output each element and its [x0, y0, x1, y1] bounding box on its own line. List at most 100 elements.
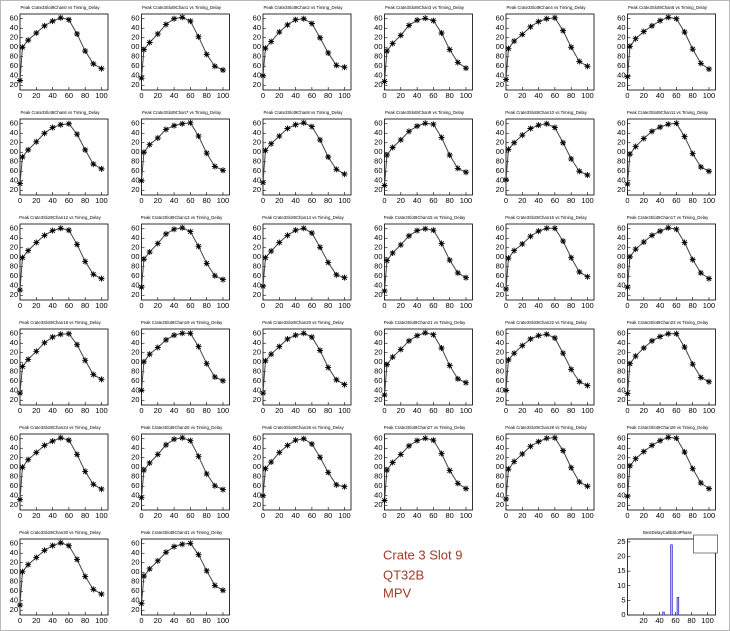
- x-tick-label: 100: [217, 511, 230, 520]
- data-point: [25, 356, 32, 363]
- plot-frame: [262, 328, 352, 406]
- y-tick-label: 40: [10, 548, 18, 557]
- plot-title: Peak Crate3Slot9Chan6 vs Timing_Delay: [20, 110, 100, 115]
- data-point: [171, 436, 178, 443]
- y-tick-label: 40: [131, 386, 139, 395]
- y-tick-label: 20: [374, 290, 382, 299]
- y-tick-label: 60: [253, 166, 261, 175]
- data-point: [462, 169, 469, 176]
- data-point: [195, 453, 202, 460]
- data-point: [179, 14, 186, 21]
- panel: Peak Crate3Slot9Chan15 vs Timing_Delay 20…: [374, 215, 473, 310]
- plot-title: Peak Crate3Slot9Chan28 vs Timing_Delay: [505, 425, 587, 430]
- data-point: [140, 573, 147, 580]
- data-point: [211, 482, 218, 489]
- y-tick-label: 60: [496, 434, 504, 443]
- panel: Peak Crate3Slot9Chan12 vs Timing_Delay 20…: [10, 215, 109, 310]
- data-point: [195, 33, 202, 40]
- x-tick-label: 80: [203, 406, 211, 415]
- data-point: [505, 255, 512, 262]
- x-tick-label: 20: [32, 511, 40, 520]
- y-tick-label: 40: [617, 491, 625, 500]
- plot-frame: [505, 433, 595, 511]
- x-tick-label: 100: [338, 301, 351, 310]
- y-tick-label: 60: [374, 376, 382, 385]
- x-tick-label: 60: [551, 406, 559, 415]
- y-tick-label: 40: [496, 281, 504, 290]
- plot-title: Peak Crate3Slot9Chan26 vs Timing_Delay: [262, 425, 344, 430]
- data-point: [98, 591, 105, 598]
- x-tick-label: 40: [48, 616, 56, 625]
- panel: Peak Crate3Slot9Chan31 vs Timing_Delay 20…: [131, 530, 230, 625]
- y-tick-label: 40: [131, 233, 139, 242]
- x-tick-label: 0: [504, 301, 508, 310]
- y-tick-label: 20: [10, 185, 18, 194]
- x-tick-label: 20: [154, 196, 162, 205]
- data-point: [308, 123, 315, 130]
- data-point: [535, 228, 542, 235]
- x-tick-label: 80: [203, 301, 211, 310]
- x-tick-label: 20: [640, 196, 648, 205]
- data-point: [689, 256, 696, 263]
- x-tick-label: 20: [275, 91, 283, 100]
- x-tick-label: 60: [429, 91, 437, 100]
- data-point: [19, 363, 26, 370]
- y-tick-label: 60: [253, 119, 261, 128]
- data-point: [17, 287, 23, 294]
- plot-title: Peak Crate3Slot9Chan16 vs Timing_Delay: [505, 215, 587, 220]
- y-tick-label: 20: [253, 33, 261, 42]
- y-tick-label: 20: [131, 605, 139, 614]
- data-point: [414, 17, 421, 24]
- x-tick-label: 20: [640, 301, 648, 310]
- data-point: [673, 435, 680, 442]
- x-tick-label: 0: [139, 91, 143, 100]
- panel: Peak Crate3Slot9Chan29 vs Timing_Delay 20…: [617, 425, 716, 520]
- y-tick-label: 00: [374, 462, 382, 471]
- data-point: [568, 44, 575, 51]
- data-point: [503, 496, 509, 503]
- data-point: [300, 435, 307, 442]
- data-point: [317, 454, 324, 461]
- x-tick-label: 0: [625, 196, 629, 205]
- y-tick-label: 40: [617, 443, 625, 452]
- data-point: [381, 287, 388, 294]
- y-tick-label: 60: [253, 434, 261, 443]
- data-point: [665, 121, 672, 128]
- x-tick-label: 20: [397, 301, 405, 310]
- x-tick-label: 20: [518, 91, 526, 100]
- plot-frame: [141, 118, 230, 196]
- x-tick-label: 60: [65, 91, 73, 100]
- data-point: [19, 254, 26, 261]
- panel: Peak Crate3Slot9Chan4 vs Timing_Delay204…: [496, 5, 595, 100]
- y-tick-label: 60: [253, 481, 261, 490]
- y-tick-label: 60: [131, 586, 139, 595]
- data-point: [74, 131, 81, 138]
- y-tick-label: 60: [131, 434, 139, 443]
- data-point: [25, 37, 32, 44]
- y-tick-label: 00: [617, 147, 625, 156]
- y-tick-label: 40: [496, 71, 504, 80]
- x-tick-label: 60: [65, 406, 73, 415]
- data-point: [576, 268, 583, 275]
- data-point: [33, 239, 40, 246]
- data-point: [98, 65, 105, 72]
- data-point: [317, 244, 324, 251]
- data-point: [25, 561, 32, 568]
- data-point: [381, 182, 388, 189]
- y-tick-label: 20: [617, 500, 625, 509]
- data-point: [268, 351, 275, 358]
- y-tick-label: 60: [617, 61, 625, 70]
- plot-frame: [262, 118, 352, 196]
- data-point: [49, 227, 56, 234]
- y-tick-label: 40: [253, 128, 261, 137]
- y-tick-label: 0: [621, 610, 625, 619]
- x-tick-label: 0: [18, 406, 22, 415]
- plot-frame: [505, 328, 595, 406]
- x-tick-label: 0: [504, 406, 508, 415]
- data-point: [527, 335, 534, 342]
- plot-frame: [19, 433, 109, 511]
- panel: Peak Crate3Slot9Chan21 vs Timing_Delay 20…: [374, 320, 473, 415]
- y-tick-label: 40: [374, 443, 382, 452]
- data-point: [90, 271, 97, 278]
- x-tick-label: 100: [217, 91, 230, 100]
